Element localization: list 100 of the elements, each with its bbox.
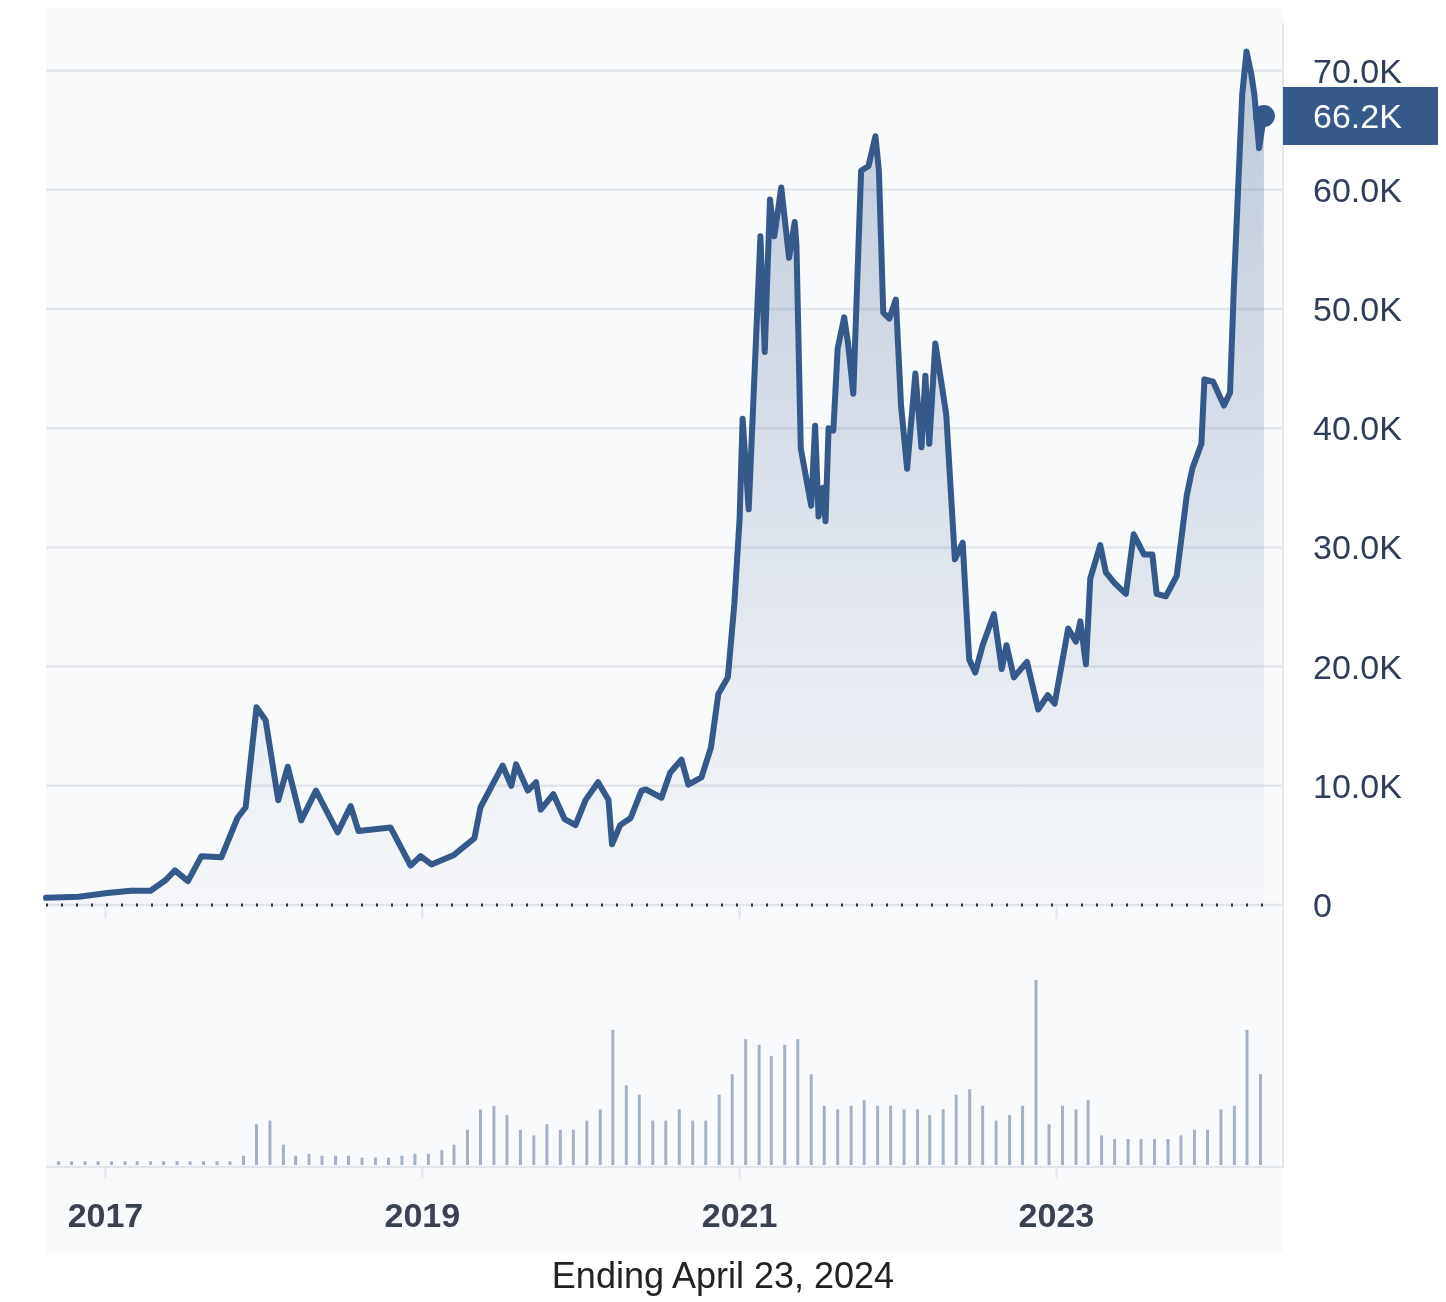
bar [744,1039,748,1165]
bar [518,1129,522,1165]
bar [664,1120,668,1165]
x-tick-label: 2023 [1018,1196,1095,1234]
bar [123,1161,127,1165]
bar [876,1105,880,1165]
y-tick-label: 70.0K [1313,51,1403,90]
bar [585,1120,589,1165]
bar [70,1161,74,1165]
bar [1021,1105,1025,1165]
bar [651,1120,655,1165]
bar [1126,1139,1130,1165]
bar [928,1115,932,1165]
bar [1166,1139,1170,1165]
y-tick-label: 50.0K [1313,290,1403,329]
bar [241,1155,245,1165]
bar [255,1124,259,1165]
bar [440,1150,444,1165]
bar [611,1029,615,1165]
y-tick-label: 10.0K [1313,766,1403,805]
bar [162,1161,166,1165]
bar [188,1161,192,1165]
bar [478,1109,482,1165]
bar [545,1124,549,1165]
bar [413,1153,417,1165]
bar [691,1120,695,1165]
bar [704,1120,708,1165]
bar [110,1161,114,1165]
bar [492,1105,496,1165]
bar [968,1089,972,1165]
bar [717,1094,721,1165]
bar [889,1105,893,1165]
bar [954,1094,958,1165]
bar [281,1144,285,1165]
x-tick-label: 2021 [701,1196,778,1234]
bar [347,1155,351,1165]
bar [135,1161,139,1165]
bar [677,1109,681,1165]
bar [994,1120,998,1165]
bar [1258,1074,1262,1165]
bar [1245,1029,1249,1165]
bar [1192,1129,1196,1165]
bar [624,1085,628,1165]
y-tick-label: 0 [1313,886,1332,924]
bar [268,1120,272,1165]
annotation: 66.2K [1313,96,1403,135]
bar [426,1153,430,1165]
y-tick-label: 40.0K [1313,409,1403,448]
bar [809,1074,813,1165]
bar [1139,1139,1143,1165]
bar [83,1161,87,1165]
y-tick-label: 30.0K [1313,528,1403,567]
bar [215,1161,219,1165]
bar [783,1044,787,1165]
bar [1100,1135,1104,1165]
y-tick-label: 20.0K [1313,647,1403,686]
bar [836,1109,840,1165]
bar [1113,1139,1117,1165]
bar [571,1129,575,1165]
bar [730,1074,734,1165]
bar [1153,1139,1157,1165]
bar [1047,1124,1051,1165]
bar [757,1044,761,1165]
bar [400,1155,404,1165]
bar [96,1161,100,1165]
bar [796,1039,800,1165]
bar [1061,1105,1065,1165]
bar [849,1105,853,1165]
bar [57,1161,61,1165]
bar [228,1161,232,1165]
bar [532,1135,536,1165]
bar [294,1155,298,1165]
bar [334,1155,337,1165]
bar [465,1129,469,1165]
x-tick-label: 2017 [67,1196,144,1234]
bar [202,1161,206,1165]
bar [558,1129,562,1165]
bar [175,1161,179,1165]
bar [769,1055,773,1165]
bar [307,1153,311,1165]
bar [149,1161,153,1165]
bar [598,1109,602,1165]
bar [941,1109,945,1165]
bar [637,1094,641,1165]
bar [862,1100,866,1165]
bar [916,1109,920,1165]
bar [1034,980,1038,1165]
bar [386,1157,390,1165]
bar [822,1105,826,1165]
bar [1008,1115,1012,1165]
bar [320,1155,324,1165]
bar [1074,1109,1078,1165]
bar [1205,1129,1209,1165]
bar [1219,1109,1223,1165]
bar [373,1157,377,1165]
bar [902,1109,906,1165]
bar [1232,1105,1236,1165]
bar [1086,1100,1090,1165]
bar [981,1105,985,1165]
bar [505,1115,509,1165]
